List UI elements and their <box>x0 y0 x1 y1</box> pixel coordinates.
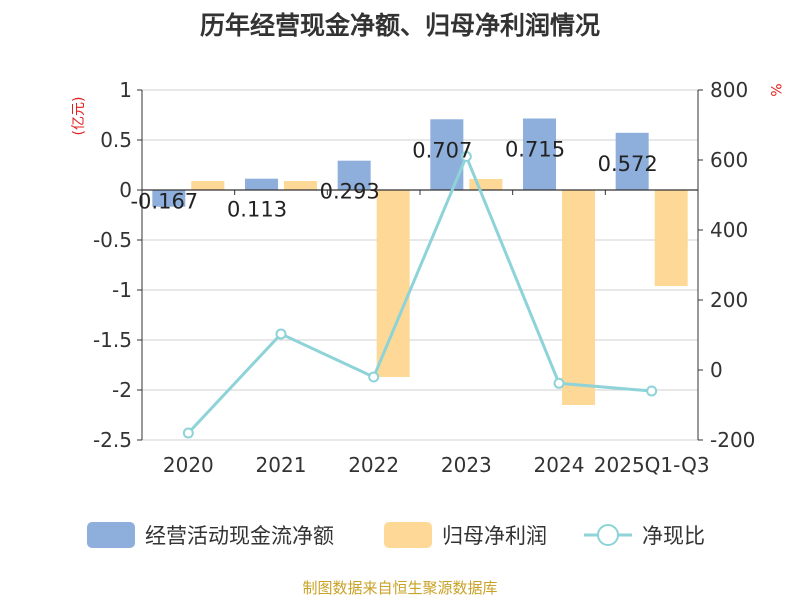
cash-flow-data-label: 0.572 <box>598 152 658 176</box>
x-tick-label: 2022 <box>348 453 399 477</box>
y-left-tick-label: -2 <box>112 378 132 402</box>
x-tick-label: 2021 <box>256 453 307 477</box>
net-profit-bar <box>562 190 595 405</box>
legend-ratio-label: 净现比 <box>642 524 705 548</box>
y-right-unit: % <box>767 83 783 96</box>
y-left-tick-label: -1 <box>112 278 132 302</box>
y-right-tick-label: 600 <box>710 148 748 172</box>
net-profit-bar <box>284 181 317 190</box>
legend-cash-swatch <box>87 522 135 548</box>
data-labels: -0.167 0.113 0.293 0.707 0.715 0.572 <box>130 138 657 222</box>
legend-profit-label: 归母净利润 <box>442 524 547 548</box>
legend-ratio-marker <box>597 524 619 546</box>
x-tick-label: 2020 <box>163 453 214 477</box>
y-left-tick-label: 1 <box>119 78 132 102</box>
y-left-tick-label: 0 <box>119 178 132 202</box>
net-profit-bar <box>469 179 503 190</box>
cash-flow-data-label: 0.715 <box>505 138 565 162</box>
y-left-tick-label: 0.5 <box>100 128 132 152</box>
ratio-line <box>182 151 658 439</box>
x-tick-label: 2023 <box>441 453 492 477</box>
cash-flow-bar <box>523 118 556 190</box>
y-right-tick-label: -200 <box>710 428 755 452</box>
y-left-tick-label: -1.5 <box>93 328 132 352</box>
legend-profit-swatch <box>384 522 432 548</box>
cash-flow-data-label: 0.113 <box>227 198 287 222</box>
ratio-point <box>553 377 565 389</box>
y-left-tick-label: -2.5 <box>93 428 132 452</box>
ratio-point <box>182 427 194 439</box>
y-right-tick-label: 0 <box>710 358 723 382</box>
cash-flow-bar <box>152 190 186 207</box>
ratio-point <box>646 385 658 397</box>
cash-flow-bar <box>337 160 371 190</box>
ratio-point <box>460 151 472 162</box>
y-right-tick-label: 800 <box>710 78 748 102</box>
net-profit-bar <box>191 181 225 190</box>
axes: 1 0.5 0 -0.5 -1 -1.5 -2 -2.5 800 600 400 200 0 -200 (亿… <box>71 78 783 477</box>
chart-title: 历年经营现金净额、归母净利润情况 <box>199 11 600 40</box>
cash-flow-data-label: 0.707 <box>412 138 472 162</box>
legend: 经营活动现金流净额 归母净利润 净现比 <box>87 522 705 548</box>
ratio-point <box>275 328 287 340</box>
cash-flow-bar <box>615 132 649 190</box>
x-tick-label: 2024 <box>534 453 585 477</box>
y-right-tick-label: 200 <box>710 288 748 312</box>
y-left-unit: (亿元) <box>71 97 87 136</box>
net-profit-bar <box>654 190 688 286</box>
ratio-point <box>368 371 380 383</box>
net-profit-bar <box>376 190 410 377</box>
cash-flow-data-label: -0.167 <box>130 190 198 214</box>
cash-flow-bar <box>245 178 278 190</box>
legend-cash-label: 经营活动现金流净额 <box>145 524 334 548</box>
source-note: 制图数据来自恒生聚源数据库 <box>302 579 498 597</box>
cash-flow-data-label: 0.293 <box>320 180 380 204</box>
y-right-tick-label: 400 <box>710 218 748 242</box>
ratio-polyline <box>187 152 652 435</box>
x-tick-label: 2025Q1-Q3 <box>594 453 710 477</box>
bar-marks <box>152 118 688 405</box>
y-left-tick-label: -0.5 <box>93 228 132 252</box>
